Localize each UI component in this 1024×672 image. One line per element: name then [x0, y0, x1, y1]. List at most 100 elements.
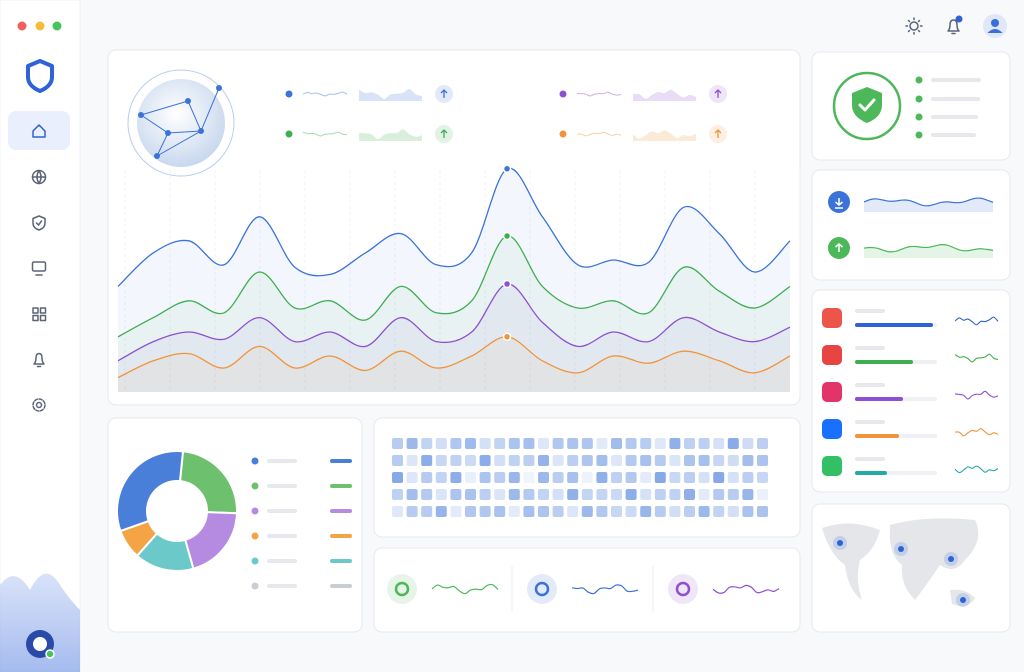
- nav-globe[interactable]: [31, 169, 47, 185]
- nav-settings[interactable]: [32, 398, 46, 412]
- heatmap-cell: [567, 438, 579, 449]
- nav-alerts[interactable]: [33, 352, 45, 368]
- traffic-line: [863, 244, 994, 253]
- legend-sparkline: [576, 131, 622, 137]
- app-usage-bar: [855, 434, 899, 438]
- heatmap-cell: [421, 455, 433, 466]
- heatmap-cell: [640, 489, 652, 500]
- heatmap-cell: [640, 472, 652, 483]
- heatmap-card: [373, 417, 801, 538]
- heatmap-cell: [757, 455, 768, 466]
- heatmap-cell: [450, 472, 462, 483]
- status-sparkline: [712, 584, 780, 594]
- logo: [26, 59, 54, 93]
- heatmap-cell: [392, 489, 403, 500]
- heatmap-cell: [713, 472, 725, 483]
- heatmap-cell: [479, 438, 491, 449]
- nav-apps[interactable]: [32, 307, 47, 322]
- heatmap-cell: [421, 438, 433, 449]
- heatmap-cell: [421, 489, 433, 500]
- heatmap-cell: [654, 455, 666, 466]
- map-point: [960, 597, 966, 603]
- heatmap-cell: [581, 472, 593, 483]
- nav-active: [8, 111, 70, 150]
- status-icon: [394, 581, 410, 597]
- app-sparkline: [954, 390, 999, 400]
- heatmap-cell: [581, 506, 593, 517]
- legend-sparkline: [302, 131, 348, 137]
- notifications[interactable]: [947, 19, 960, 35]
- protection-check: [858, 98, 876, 112]
- window-close[interactable]: [17, 21, 27, 31]
- heatmap-cell: [450, 489, 462, 500]
- trend-arrow: [440, 129, 448, 138]
- app-sparkline: [954, 465, 999, 474]
- check-bar: [931, 78, 981, 82]
- donut-legend-value: [330, 484, 352, 488]
- window-maximize[interactable]: [52, 21, 62, 31]
- app-name-bar: [855, 420, 885, 424]
- heatmap-cell: [465, 472, 476, 483]
- profile-ring-inner: [33, 637, 47, 651]
- series-area: [118, 283, 790, 392]
- heatmap-cell: [435, 455, 447, 466]
- check-bar: [931, 115, 978, 119]
- heatmap-cell: [596, 455, 608, 466]
- globe-links: [140, 87, 220, 157]
- window-minimize[interactable]: [35, 21, 45, 31]
- globe: [137, 79, 225, 167]
- app-name-bar: [855, 309, 885, 313]
- heatmap-cell: [392, 455, 403, 466]
- heatmap-cell: [523, 506, 535, 517]
- app-icon: [822, 456, 842, 476]
- heatmap-cell: [581, 489, 593, 500]
- peak-point: [502, 279, 512, 289]
- heatmap-cell: [742, 455, 754, 466]
- heatmap-cell: [654, 438, 666, 449]
- series-line: [117, 235, 791, 338]
- heatmap-cell: [625, 506, 637, 517]
- nav-home[interactable]: [32, 124, 46, 138]
- heatmap-cell: [757, 506, 768, 517]
- globe-nodes: [138, 85, 222, 159]
- heatmap-cell: [508, 489, 520, 500]
- peak-point: [502, 231, 512, 241]
- donut-legend-value: [330, 584, 352, 588]
- heatmap-cell: [406, 506, 418, 517]
- heatmap-cell: [757, 438, 768, 449]
- heatmap-cell: [640, 455, 652, 466]
- heatmap-cell: [508, 438, 520, 449]
- heatmap-cell: [625, 489, 637, 500]
- heatmap-cell: [479, 506, 491, 517]
- status-icon: [534, 581, 550, 597]
- app-sparkline: [954, 353, 999, 363]
- heatmap-cell: [742, 506, 754, 517]
- heatmap-cell: [567, 472, 579, 483]
- heatmap-cell: [479, 455, 491, 466]
- heatmap-cell: [435, 489, 447, 500]
- map-point: [898, 546, 904, 552]
- theme-toggle[interactable]: [905, 17, 923, 35]
- protection-shield: [852, 87, 882, 123]
- heatmap-cell: [552, 455, 564, 466]
- app-usage-bar: [855, 397, 903, 401]
- status-online: [45, 649, 55, 659]
- heatmap-cell: [552, 506, 564, 517]
- heatmap-cell: [392, 472, 403, 483]
- heatmap-cell: [611, 506, 622, 517]
- donut-legend-bar: [267, 484, 297, 488]
- trend-arrow: [714, 89, 722, 98]
- heatmap-cell: [669, 472, 681, 483]
- heatmap-cell: [669, 455, 681, 466]
- donut-legend-bar: [267, 584, 297, 588]
- nav-monitor[interactable]: [31, 261, 47, 276]
- heatmap-cell: [508, 506, 520, 517]
- heatmap-cell: [684, 438, 695, 449]
- traffic-arrow: [835, 243, 843, 252]
- nav-shield[interactable]: [32, 215, 46, 231]
- donut-segment: [178, 450, 238, 515]
- status-sparkline: [571, 584, 639, 595]
- heatmap-cell: [611, 472, 622, 483]
- heatmap-cell: [479, 489, 491, 500]
